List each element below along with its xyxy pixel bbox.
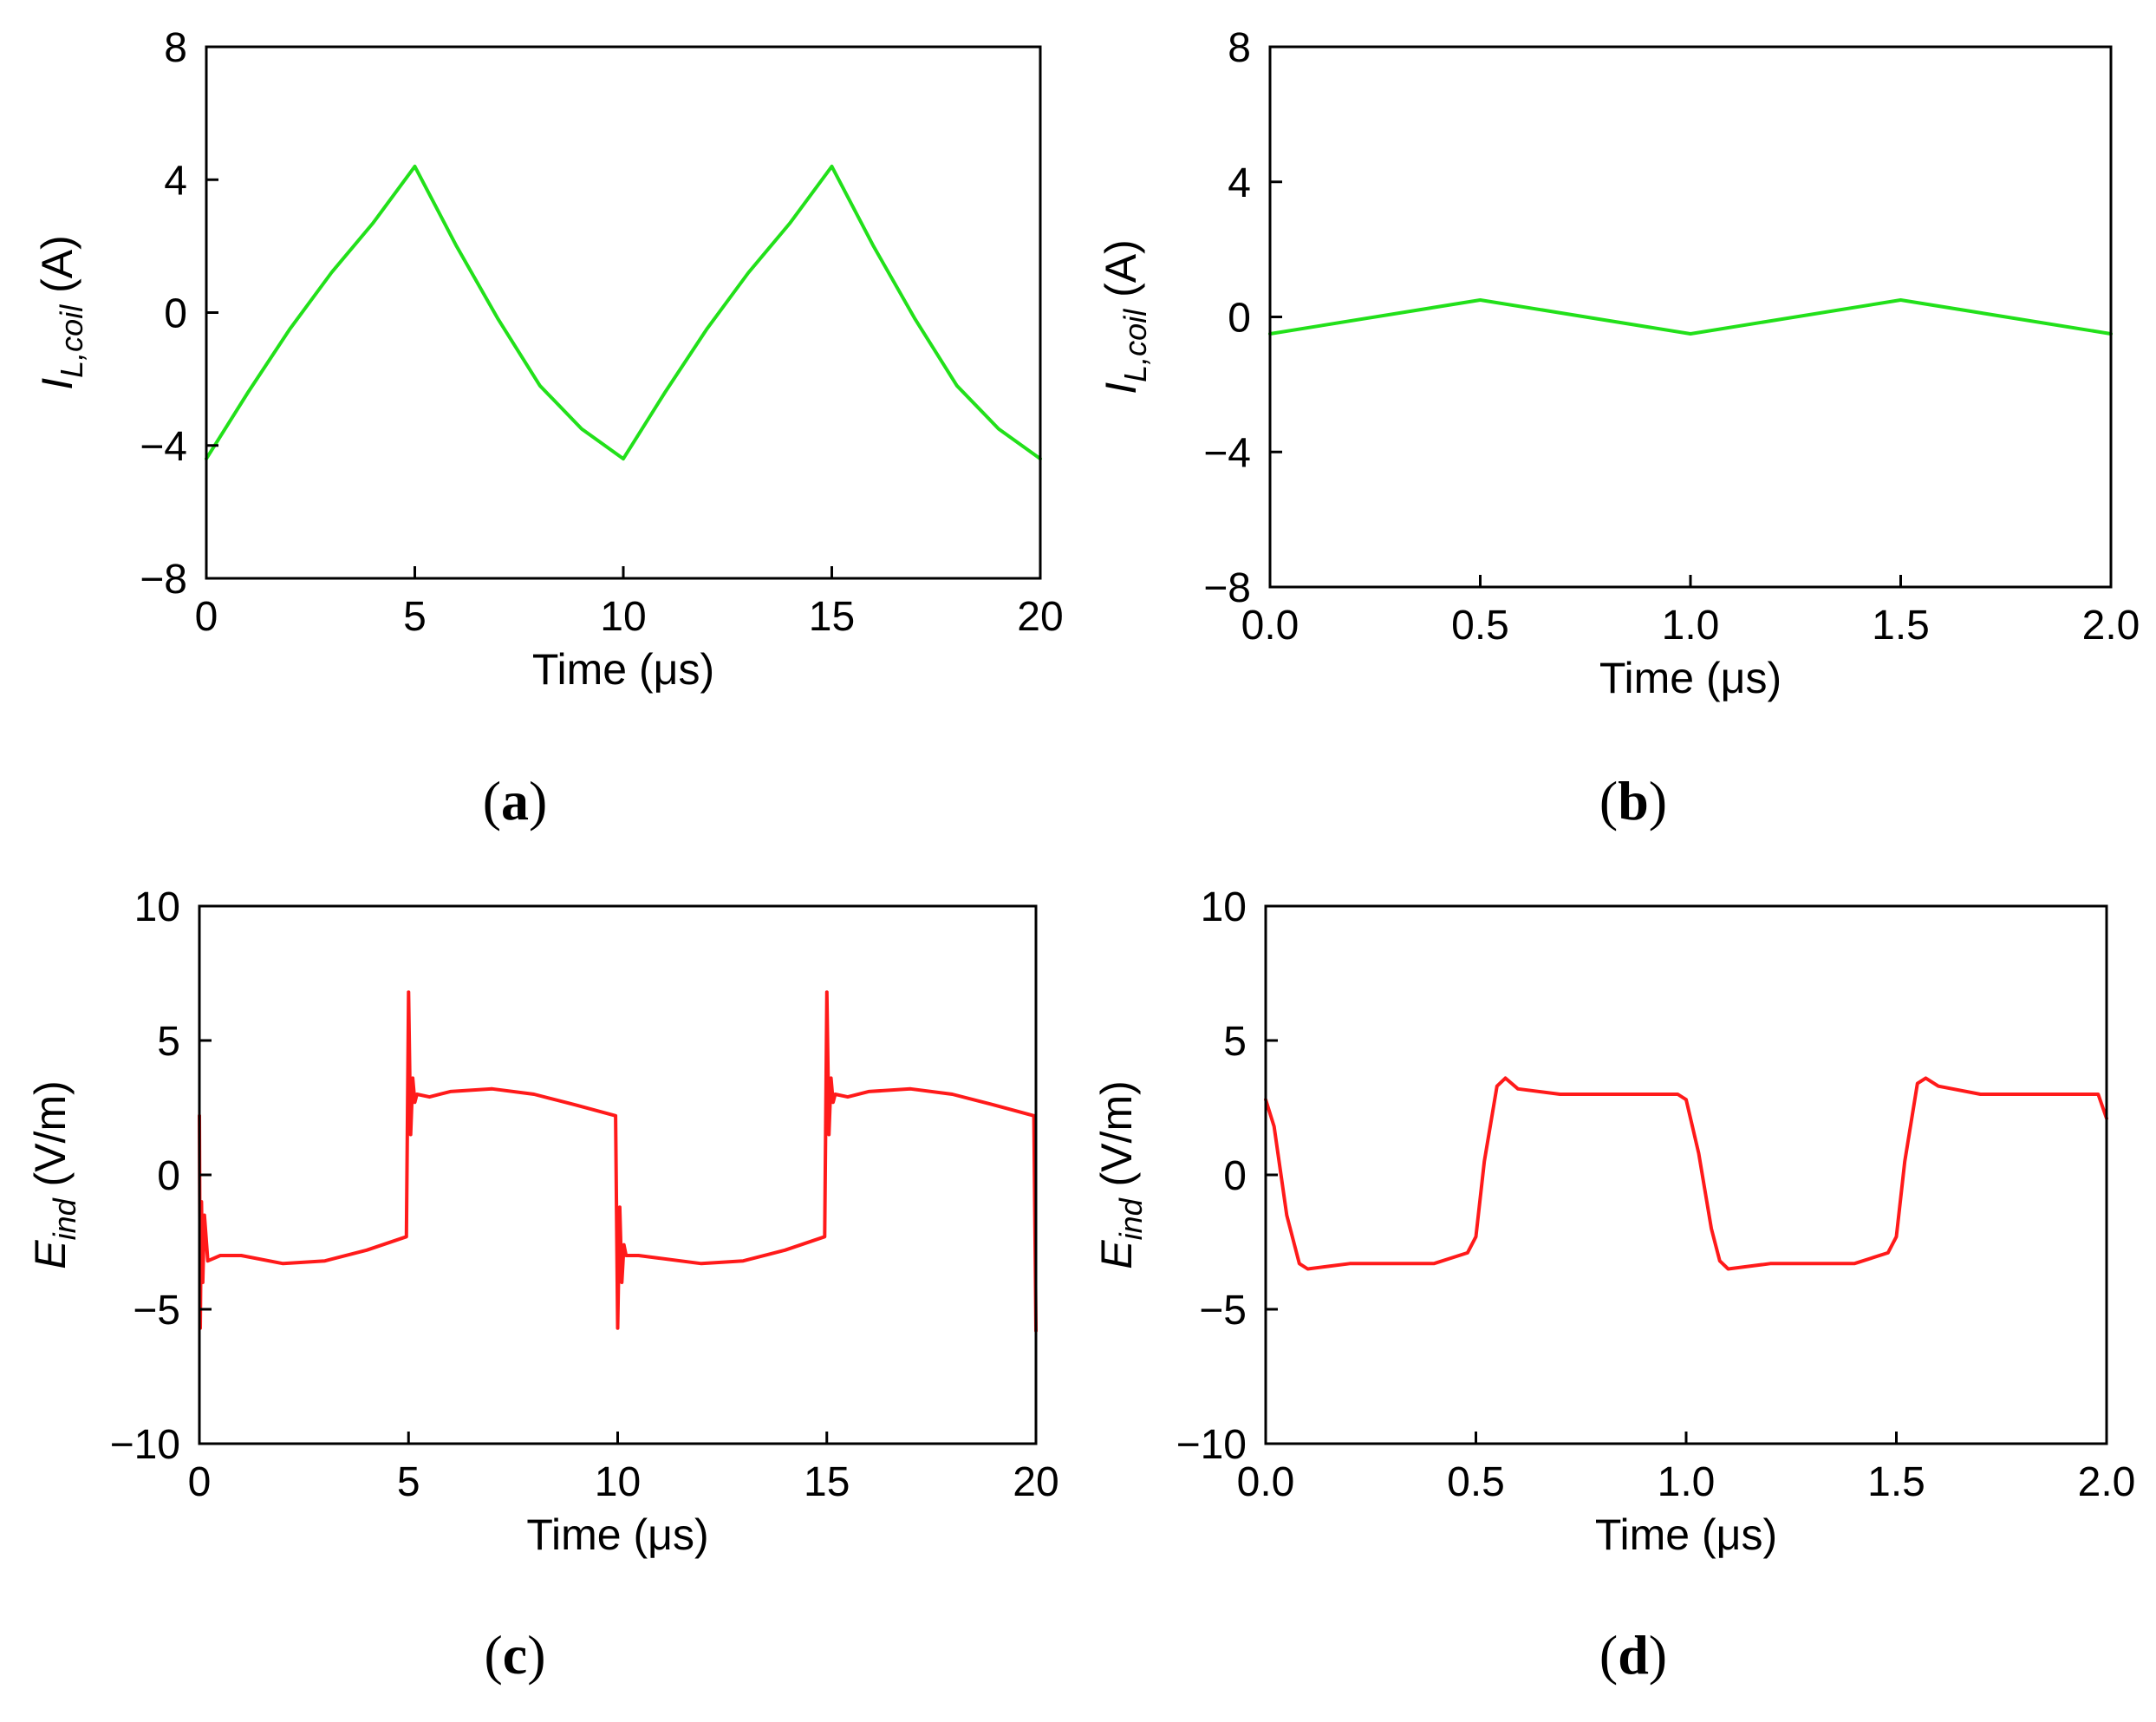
x-axis-label-d: Time (μs) <box>1595 1510 1777 1559</box>
y-axis-label-subscript-a: L,coil <box>54 304 89 378</box>
y-tick-label-a-2: 0 <box>164 291 187 337</box>
x-tick-label-d-1: 0.5 <box>1447 1459 1505 1505</box>
y-axis-label-c: Eind (V/m) <box>26 1080 82 1269</box>
y-tick-label-c-2: 0 <box>157 1153 180 1199</box>
x-tick-label-a-2: 10 <box>600 594 646 640</box>
x-axis-label-c: Time (μs) <box>526 1510 708 1559</box>
x-tick-label-c-1: 5 <box>397 1459 420 1505</box>
y-tick-label-c-3: 5 <box>157 1019 180 1065</box>
y-tick-label-b-4: 8 <box>1228 25 1251 71</box>
x-tick-label-c-2: 10 <box>595 1459 641 1505</box>
series-line-a-0 <box>205 164 1042 461</box>
y-tick-label-a-4: 8 <box>164 25 187 71</box>
panel-caption-b: (b) <box>1599 770 1667 832</box>
x-tick-label-a-4: 20 <box>1017 594 1063 640</box>
panel-d: 0.0 0.5 1.0 1.5 2.0 −10 −5 0 5 10 Time (μs) Eind (V… <box>1092 884 2135 1686</box>
caption-open-paren-b: ( <box>1599 770 1618 832</box>
y-tick-label-b-0: −8 <box>1203 565 1251 611</box>
y-tick-label-d-4: 10 <box>1201 884 1247 930</box>
y-tick-label-b-1: −4 <box>1203 430 1251 476</box>
panel-caption-a: (a) <box>483 770 548 832</box>
caption-open-paren-c: ( <box>484 1624 502 1686</box>
series-line-d-0 <box>1264 1076 2108 1271</box>
y-tick-label-b-3: 4 <box>1228 160 1251 206</box>
caption-close-paren-c: ) <box>527 1624 545 1686</box>
y-tick-label-d-3: 5 <box>1223 1019 1247 1065</box>
x-tick-label-d-3: 1.5 <box>1867 1459 1925 1505</box>
y-axis-label-subscript-c: ind <box>47 1197 82 1240</box>
x-tick-label-a-3: 15 <box>809 594 855 640</box>
panel-caption-c: (c) <box>484 1624 545 1686</box>
y-axis-label-symbol-c: E <box>26 1240 75 1269</box>
series-line-b-0 <box>1268 298 2113 336</box>
y-axis-label-b: IL,coil (A) <box>1097 239 1153 395</box>
x-tick-label-b-4: 2.0 <box>2082 603 2140 649</box>
y-axis-label-unit-a: (A) <box>33 235 81 305</box>
x-tick-label-b-1: 0.5 <box>1451 603 1509 649</box>
y-axis-label-subscript-b: L,coil <box>1117 309 1153 382</box>
caption-letter-a: a <box>501 770 529 832</box>
caption-close-paren-d: ) <box>1649 1624 1667 1686</box>
x-tick-label-d-2: 1.0 <box>1658 1459 1716 1505</box>
caption-open-paren-a: ( <box>483 770 501 832</box>
panel-b: 0.0 0.5 1.0 1.5 2.0 −8 −4 0 4 8 Time (μs) IL,coil (… <box>1097 25 2140 832</box>
caption-close-paren-a: ) <box>529 770 547 832</box>
x-tick-label-a-0: 0 <box>195 594 218 640</box>
y-axis-label-unit-d: (V/m) <box>1092 1080 1141 1198</box>
x-tick-label-d-4: 2.0 <box>2078 1459 2136 1505</box>
y-tick-label-d-2: 0 <box>1223 1153 1247 1199</box>
y-tick-label-a-0: −8 <box>140 557 187 603</box>
panel-caption-d: (d) <box>1599 1624 1667 1686</box>
y-tick-label-a-3: 4 <box>164 158 187 204</box>
y-tick-label-c-0: −10 <box>110 1422 180 1468</box>
x-axis-label-b: Time (μs) <box>1599 654 1781 702</box>
x-tick-label-b-3: 1.5 <box>1872 603 1930 649</box>
y-axis-label-d: Eind (V/m) <box>1092 1080 1149 1269</box>
panel-a: 0 5 10 15 20 −8 −4 0 4 8 Time (μs) IL,coil (A) (a) <box>33 25 1064 832</box>
series-line-c-0 <box>198 990 1038 1333</box>
x-tick-label-c-3: 15 <box>804 1459 850 1505</box>
x-tick-label-d-0: 0.0 <box>1237 1459 1295 1505</box>
x-tick-label-b-0: 0.0 <box>1241 603 1299 649</box>
y-axis-label-unit-c: (V/m) <box>26 1080 75 1198</box>
x-tick-label-c-4: 20 <box>1013 1459 1058 1505</box>
panel-c: 0 5 10 15 20 −10 −5 0 5 10 Time (μs) Eind (V/m) (c) <box>26 884 1059 1686</box>
y-tick-label-c-1: −5 <box>133 1288 180 1334</box>
y-axis-label-a: IL,coil (A) <box>33 235 89 390</box>
caption-letter-b: b <box>1618 770 1649 832</box>
y-tick-label-c-4: 10 <box>134 884 180 930</box>
y-tick-label-d-0: −10 <box>1176 1422 1247 1468</box>
caption-close-paren-b: ) <box>1649 770 1667 832</box>
caption-letter-d: d <box>1618 1624 1649 1686</box>
caption-open-paren-d: ( <box>1599 1624 1618 1686</box>
x-tick-label-c-0: 0 <box>188 1459 212 1505</box>
caption-letter-c: c <box>503 1624 527 1686</box>
y-axis-label-symbol-b: I <box>1097 382 1145 395</box>
y-axis-label-unit-b: (A) <box>1097 239 1145 310</box>
x-tick-label-b-2: 1.0 <box>1662 603 1720 649</box>
y-tick-label-d-1: −5 <box>1199 1288 1247 1334</box>
x-axis-label-a: Time (μs) <box>532 645 714 694</box>
y-axis-label-symbol-d: E <box>1092 1240 1141 1269</box>
y-tick-label-a-1: −4 <box>140 424 187 470</box>
y-axis-label-symbol-a: I <box>33 378 81 390</box>
y-axis-label-subscript-d: ind <box>1113 1197 1149 1240</box>
y-tick-label-b-2: 0 <box>1228 296 1251 342</box>
x-tick-label-a-1: 5 <box>403 594 427 640</box>
